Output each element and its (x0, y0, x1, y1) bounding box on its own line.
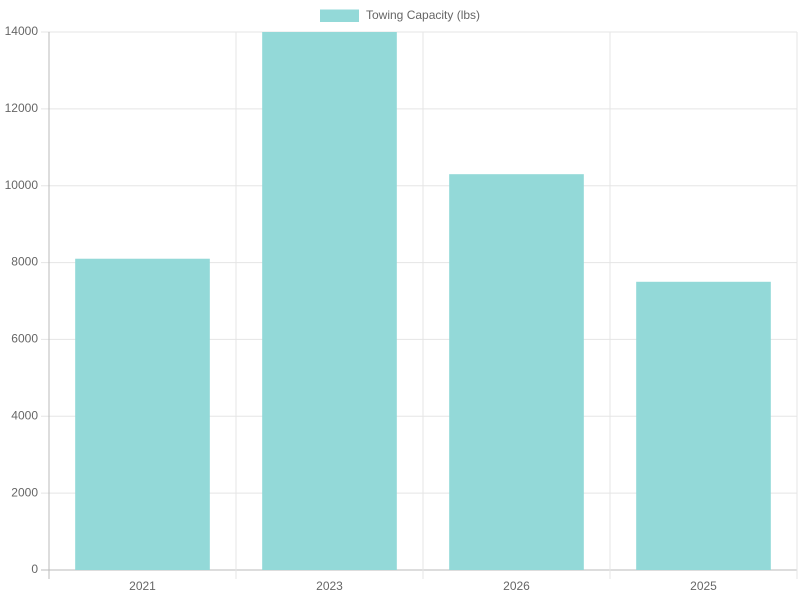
legend-swatch (320, 9, 359, 22)
y-tick-label: 8000 (11, 255, 38, 269)
legend-label[interactable]: Towing Capacity (lbs) (366, 8, 480, 22)
y-tick-label: 4000 (11, 408, 38, 422)
bar (449, 174, 584, 570)
x-tick-label: 2023 (316, 579, 343, 593)
y-tick-label: 10000 (5, 178, 39, 192)
bar (75, 258, 210, 570)
bar (262, 32, 397, 570)
y-tick-label: 12000 (5, 101, 39, 115)
y-tick-label: 2000 (11, 485, 38, 499)
y-tick-label: 6000 (11, 332, 38, 346)
y-tick-label: 14000 (5, 24, 39, 38)
x-tick-label: 2021 (129, 579, 156, 593)
x-tick-label: 2025 (690, 579, 717, 593)
y-tick-label: 0 (31, 562, 38, 576)
bar (636, 281, 771, 570)
x-tick-label: 2026 (503, 579, 530, 593)
